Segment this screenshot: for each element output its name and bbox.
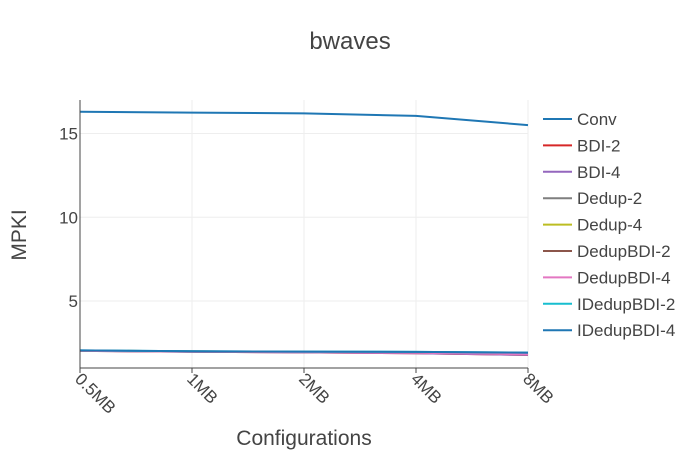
legend-label: Conv: [577, 110, 617, 129]
y-tick-label: 15: [59, 125, 78, 144]
legend-item-bdi-2[interactable]: BDI-2: [543, 136, 620, 155]
grid: [80, 100, 529, 368]
legend-label: BDI-2: [577, 136, 620, 155]
legend-label: IDedupBDI-4: [577, 321, 675, 340]
y-axis-title: MPKI: [8, 209, 31, 260]
x-tick-label: 8MB: [519, 369, 557, 407]
legend-label: Dedup-4: [577, 216, 642, 235]
x-tick-label: 1MB: [183, 369, 221, 407]
legend[interactable]: Conv BDI-2 BDI-4 Dedup-2 Dedup-4 DedupBDI-2 De…: [543, 110, 675, 340]
legend-label: DedupBDI-2: [577, 242, 671, 261]
plot-lines: [79, 110, 529, 356]
chart-title: bwaves: [309, 28, 390, 55]
legend-item-conv[interactable]: Conv: [543, 110, 617, 129]
x-tick-label: 4MB: [407, 369, 445, 407]
legend-item-bdi-4[interactable]: BDI-4: [543, 163, 620, 182]
legend-label: DedupBDI-4: [577, 268, 671, 287]
legend-item-dedupbdi-4[interactable]: DedupBDI-4: [543, 268, 671, 287]
legend-item-dedupbdi-2[interactable]: DedupBDI-2: [543, 242, 671, 261]
x-axis-title: Configurations: [236, 427, 371, 450]
legend-item-dedup-2[interactable]: Dedup-2: [543, 189, 642, 208]
x-tick-label: 0.5MB: [71, 369, 119, 417]
axes: 5 10 15 0.5MB 1MB 2MB 4MB 8MB: [59, 100, 557, 418]
legend-label: Dedup-2: [577, 189, 642, 208]
y-tick-label: 10: [59, 208, 78, 227]
x-tick-label: 2MB: [295, 369, 333, 407]
series-line-conv: [79, 110, 529, 127]
legend-item-dedup-4[interactable]: Dedup-4: [543, 216, 642, 235]
legend-label: IDedupBDI-2: [577, 295, 675, 314]
legend-item-idedupbdi-4[interactable]: IDedupBDI-4: [543, 321, 675, 340]
y-tick-label: 5: [69, 292, 78, 311]
legend-label: BDI-4: [577, 163, 620, 182]
series-line-idedupbdi-4: [79, 349, 529, 354]
legend-item-idedupbdi-2[interactable]: IDedupBDI-2: [543, 295, 675, 314]
